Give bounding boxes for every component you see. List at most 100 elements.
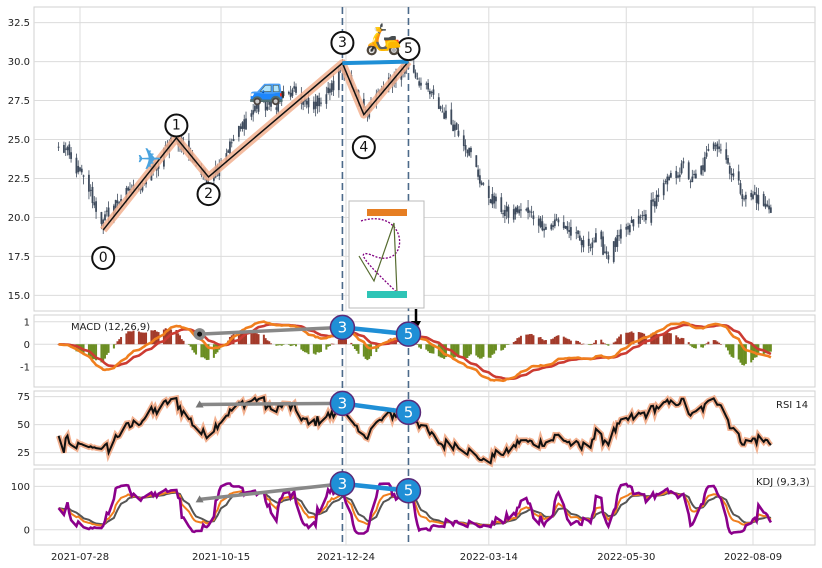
- macd-hist-bar: [607, 344, 610, 346]
- kdj-wave-marker-label: 3: [338, 475, 348, 493]
- candle-body: [577, 230, 579, 235]
- candle-body: [614, 238, 617, 248]
- candle-body: [277, 99, 280, 112]
- candle-body: [520, 209, 522, 211]
- macd-hist-bar: [237, 331, 240, 345]
- inset-path-purple: [360, 218, 401, 297]
- macd-hist-bar: [418, 344, 421, 348]
- macd-hist-bar: [339, 337, 342, 345]
- macd-hist-bar: [432, 344, 435, 354]
- candle-body: [89, 189, 92, 191]
- candle-body: [678, 174, 681, 178]
- inset-bar-top: [367, 209, 407, 216]
- candle-body: [107, 207, 110, 217]
- rsi-wave-marker: [395, 399, 422, 426]
- macd-hist-bar: [725, 344, 728, 348]
- macd-hist-bar: [128, 331, 131, 345]
- macd-hist-bar: [205, 344, 208, 361]
- candle-body: [412, 64, 415, 73]
- macd-hist-bar: [453, 344, 456, 358]
- macd-hist-bar: [353, 344, 356, 349]
- macd-hist-bar: [514, 340, 517, 345]
- candle-body: [762, 193, 765, 206]
- macd-wave-marker-label: 3: [338, 318, 348, 336]
- candle-body: [337, 68, 340, 91]
- macd-hist-bar: [177, 333, 180, 345]
- macd-hist-bar: [727, 344, 730, 351]
- candle-body: [693, 173, 695, 176]
- macd-hist-bar: [591, 343, 594, 345]
- macd-hist-bar: [503, 344, 506, 348]
- candle-body: [457, 130, 460, 136]
- rsi-wave-marker-label: 3: [338, 394, 348, 412]
- candle-body: [575, 232, 578, 234]
- candle-body: [316, 95, 319, 107]
- macd-hist-bar: [707, 341, 710, 345]
- candle-body: [157, 165, 160, 169]
- macd-hist-bar: [325, 344, 328, 350]
- macd-hist-bar: [291, 344, 294, 346]
- candle-body: [443, 112, 446, 119]
- candle-body: [455, 123, 458, 130]
- candle-body: [491, 194, 494, 205]
- candle-body: [618, 235, 621, 237]
- candle-body: [227, 150, 230, 153]
- candle-body: [643, 214, 646, 216]
- candle-body: [114, 199, 117, 209]
- macd-hist-bar: [668, 333, 671, 345]
- kdj-divergence-gray: [199, 482, 343, 502]
- candle-body: [250, 113, 253, 117]
- macd-hist-bar: [302, 344, 305, 352]
- macd-hist-bar: [319, 344, 322, 352]
- candle-body: [550, 224, 553, 230]
- macd-hist-bar: [343, 337, 346, 345]
- candle-body: [628, 224, 631, 233]
- macd-hist-bar: [678, 338, 681, 345]
- macd-hist-bar: [475, 344, 478, 356]
- macd-hist-bar: [355, 344, 358, 351]
- macd-hist-bar: [553, 336, 556, 345]
- macd-hist-bar: [362, 344, 365, 357]
- macd-hist-bar: [187, 344, 190, 345]
- macd-hist-bar: [580, 343, 583, 345]
- macd-hist-bar: [614, 341, 617, 345]
- macd-hist-bar: [350, 342, 353, 345]
- inset-path-green: [358, 222, 398, 294]
- candle-body: [105, 210, 108, 212]
- price-ytick-label: 25.0: [8, 135, 30, 146]
- candle-body: [582, 240, 585, 248]
- price-ytick-label: 15.0: [8, 291, 30, 302]
- candle-body: [552, 225, 554, 228]
- macd-hist-bar: [312, 344, 315, 354]
- macd-hist-bar: [328, 344, 331, 346]
- macd-hist-bar: [178, 335, 181, 345]
- candle-body: [537, 218, 540, 226]
- candle-body: [718, 146, 720, 149]
- macd-hist-bar: [755, 344, 758, 358]
- macd-hist-bar: [369, 344, 372, 357]
- macd-hist-bar: [250, 331, 253, 345]
- candle-body: [416, 78, 419, 80]
- macd-hist-bar: [602, 342, 605, 345]
- macd-hist-bar: [766, 344, 769, 353]
- macd-hist-bar: [693, 344, 696, 349]
- macd-hist-bar: [657, 334, 660, 345]
- candle-body: [280, 95, 283, 100]
- candle-body: [450, 109, 453, 125]
- kdj-panel-label: KDJ (9,3,3): [756, 477, 810, 488]
- macd-hist-bar: [253, 331, 256, 345]
- macd-hist-bar: [202, 344, 205, 358]
- candle-body: [482, 183, 485, 185]
- candle-body: [57, 146, 60, 148]
- candle-body: [425, 83, 428, 85]
- macd-hist-bar: [95, 344, 98, 361]
- macd-hist-bar: [255, 333, 258, 345]
- candle-body: [650, 199, 653, 223]
- candle-body: [689, 181, 692, 183]
- candle-body: [619, 229, 622, 239]
- candle-body: [120, 199, 122, 202]
- rsi-wave-marker-label: 5: [404, 403, 414, 421]
- wave-marker-label: 3: [338, 35, 347, 51]
- macd-hist-bar: [352, 344, 355, 347]
- price-ytick-label: 17.5: [8, 252, 30, 263]
